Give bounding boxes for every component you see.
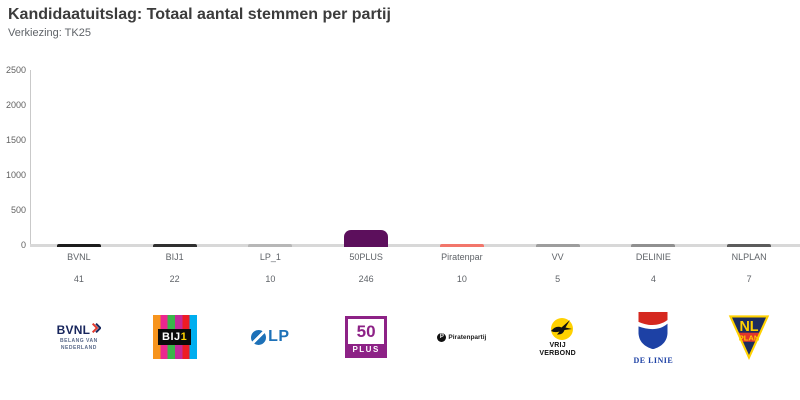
vrijverbond-wordmark-line2: VERBOND xyxy=(539,350,576,357)
bvnl-logo: BVNL BELANG VAN NEDERLAND xyxy=(56,323,102,351)
x-axis-label: NLPLAN xyxy=(731,252,767,262)
bij1-text: BIJ xyxy=(162,331,181,343)
bar-column xyxy=(318,70,414,247)
logo-slot-lp: LP xyxy=(223,303,319,371)
logo-slot-piratenpartij: P Piratenpartij xyxy=(414,303,510,371)
chart-title: Kandidaatuitslag: Totaal aantal stemmen … xyxy=(8,6,391,23)
lp-torch-circle-icon xyxy=(251,329,267,345)
nlplan-red-band xyxy=(730,332,768,342)
bar-column xyxy=(701,70,797,247)
piratenpartij-p-icon: P xyxy=(437,332,447,342)
bar-column xyxy=(414,70,510,247)
bar-value-label: 10 xyxy=(456,274,467,284)
x-axis-baseline xyxy=(30,244,800,247)
bar-Piratenpar[interactable] xyxy=(439,244,484,247)
x-axis-label: Piratenpar xyxy=(441,252,483,262)
bar-LP_1[interactable] xyxy=(248,244,293,247)
y-axis-tick-label: 1000 xyxy=(5,170,26,180)
fiftyplus-logo: 50 PLUS xyxy=(345,316,388,358)
nlplan-plan-text: PLAN xyxy=(739,333,760,342)
bar-column xyxy=(510,70,606,247)
bij1-wordmark: BIJ1 xyxy=(158,329,192,345)
bar-column xyxy=(127,70,223,247)
x-axis-label: LP_1 xyxy=(259,252,281,262)
bij1-logo: BIJ1 xyxy=(152,315,197,359)
nlplan-nl-text: NL xyxy=(740,319,759,335)
y-axis-tick-label: 500 xyxy=(10,205,26,215)
delinie-wordmark: DE LINIE xyxy=(633,355,674,365)
y-axis-tick-label: 2000 xyxy=(5,100,26,110)
x-axis-label: DELINIE xyxy=(635,252,671,262)
logo-slot-nlplan: NL PLAN xyxy=(701,303,797,371)
x-axis-label: BVNL xyxy=(67,252,91,262)
fiftyplus-number: 50 xyxy=(348,319,385,344)
bar-NLPLAN[interactable] xyxy=(727,244,772,247)
bvnl-chevron-icon xyxy=(92,323,102,333)
bvnl-wordmark: BVNL xyxy=(56,323,91,337)
bar-value-label: 246 xyxy=(358,274,374,284)
party-logos-row: BVNL BELANG VAN NEDERLAND BIJ1 LP 50 PLU… xyxy=(31,303,797,371)
bar-value-label: 22 xyxy=(169,274,180,284)
piratenpartij-wordmark: Piratenpartij xyxy=(448,333,487,341)
lp-logo: LP xyxy=(251,328,289,346)
bar-value-labels: 41 22 10 246 10 5 4 7 xyxy=(31,274,797,284)
x-axis-label: BIJ1 xyxy=(165,252,184,262)
bar-BVNL[interactable] xyxy=(56,244,101,247)
bar-column xyxy=(31,70,127,247)
bar-VV[interactable] xyxy=(535,244,580,247)
bar-value-label: 4 xyxy=(650,274,656,284)
y-axis-tick-label: 2500 xyxy=(5,65,26,75)
bij1-one: 1 xyxy=(180,331,188,343)
nlplan-logo: NL PLAN xyxy=(728,315,770,360)
logo-slot-50plus: 50 PLUS xyxy=(318,303,414,371)
bar-value-label: 7 xyxy=(746,274,752,284)
bar-BIJ1[interactable] xyxy=(152,244,197,247)
vrijverbond-art xyxy=(543,316,573,342)
y-axis-tick-label: 0 xyxy=(20,240,26,250)
vrijverbond-wordmark-line1: VRIJ xyxy=(549,342,566,349)
bar-value-label: 41 xyxy=(73,274,84,284)
logo-slot-bij1: BIJ1 xyxy=(127,303,223,371)
bar-value-label: 5 xyxy=(555,274,561,284)
y-axis: 0 500 1000 1500 2000 2500 xyxy=(0,65,26,250)
bar-plot-area xyxy=(31,70,797,247)
bar-value-label: 10 xyxy=(265,274,276,284)
y-axis-tick-label: 1500 xyxy=(5,135,26,145)
logo-slot-vrijverbond: VRIJ VERBOND xyxy=(510,303,606,371)
bar-DELINIE[interactable] xyxy=(631,244,676,247)
bar-50PLUS[interactable] xyxy=(344,230,389,247)
vrijverbond-bird-icon xyxy=(550,320,572,335)
delinie-logo: DE LINIE xyxy=(633,310,673,365)
bvnl-tagline-1: BELANG VAN xyxy=(60,338,98,344)
bvnl-tagline-2: NEDERLAND xyxy=(60,345,97,351)
lp-wordmark: LP xyxy=(268,328,290,345)
bar-column xyxy=(223,70,319,247)
x-axis-labels: BVNL BIJ1 LP_1 50PLUS Piratenpar VV DELINIE NLP… xyxy=(31,252,797,262)
x-axis-label: VV xyxy=(551,252,564,262)
delinie-shield-icon xyxy=(638,311,668,349)
bar-column xyxy=(606,70,702,247)
logo-slot-bvnl: BVNL BELANG VAN NEDERLAND xyxy=(31,303,127,371)
nlplan-triangle-icon xyxy=(728,315,770,360)
x-axis-label: 50PLUS xyxy=(349,252,383,262)
vrijverbond-logo: VRIJ VERBOND xyxy=(535,316,581,358)
piratenpartij-logo: P Piratenpartij xyxy=(437,332,487,342)
fiftyplus-plus-band: PLUS xyxy=(352,345,380,354)
y-axis-line xyxy=(30,70,31,245)
chart-subtitle: Verkiezing: TK25 xyxy=(8,27,91,39)
logo-slot-delinie: DE LINIE xyxy=(606,303,702,371)
